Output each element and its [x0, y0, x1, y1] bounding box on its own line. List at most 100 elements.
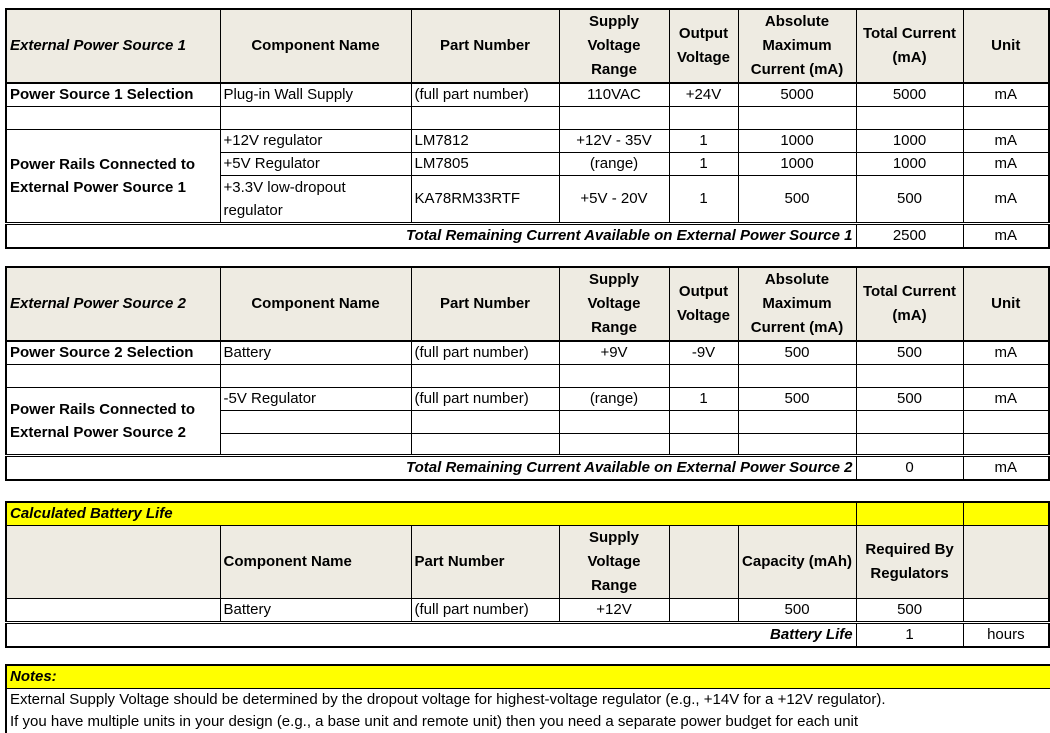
- col-part: Part Number: [410, 525, 560, 599]
- cell-part[interactable]: (full part number): [410, 387, 560, 411]
- cell-absmax[interactable]: 1000: [737, 152, 857, 176]
- col-supply: Supply Voltage Range: [558, 525, 670, 599]
- row-label: Power Source 1 Selection: [5, 82, 221, 107]
- cell-supply[interactable]: +12V: [558, 598, 670, 623]
- cell-total[interactable]: 500: [855, 387, 964, 411]
- cell-total[interactable]: 1000: [855, 129, 964, 153]
- note-line: If you have multiple units in your desig…: [10, 713, 859, 730]
- col-output: Output Voltage: [668, 266, 739, 342]
- cell-part[interactable]: (full part number): [410, 82, 560, 107]
- col-total: Total Current (mA): [855, 266, 964, 342]
- col-total: Total Current (mA): [855, 8, 964, 84]
- battery-life-unit[interactable]: hours: [962, 621, 1050, 648]
- remaining-value[interactable]: 0: [855, 454, 964, 481]
- table-row: Power Rails Connected to External Power …: [5, 129, 1050, 224]
- cell-component[interactable]: Battery: [219, 598, 412, 623]
- col-component: Component Name: [219, 266, 412, 342]
- table-row: Power Rails Connected to External Power …: [5, 387, 1050, 456]
- cell-absmax[interactable]: 5000: [737, 82, 857, 107]
- col-unit: Unit: [962, 8, 1050, 84]
- table-row: +3.3V low-dropout regulator KA78RM33RTF …: [6, 175, 1050, 224]
- table-row: Battery (full part number) +12V 500 500: [5, 598, 1050, 623]
- cell-absmax[interactable]: 500: [737, 175, 857, 224]
- cell-supply[interactable]: +5V - 20V: [558, 175, 670, 224]
- cell-component[interactable]: Plug-in Wall Supply: [219, 82, 412, 107]
- remaining-unit[interactable]: mA: [962, 222, 1050, 249]
- cell-supply[interactable]: 110VAC: [558, 82, 670, 107]
- col-part: Part Number: [410, 8, 560, 84]
- col-unit: Unit: [962, 266, 1050, 342]
- cell-component[interactable]: +3.3V low-dropout regulator: [219, 175, 412, 224]
- cell-total[interactable]: 1000: [855, 152, 964, 176]
- cell-supply[interactable]: (range): [558, 152, 670, 176]
- cell-part[interactable]: LM7812: [410, 129, 560, 153]
- notes-title: Notes:: [7, 666, 1050, 689]
- selection-row: Power Source 2 Selection Battery (full p…: [5, 340, 1050, 365]
- header-row: External Power Source 1 Component Name P…: [5, 8, 1050, 84]
- total-row: Total Remaining Current Available on Ext…: [5, 454, 1050, 481]
- notes-section: Notes: External Supply Voltage should be…: [5, 664, 1050, 733]
- col-required: Required By Regulators: [855, 525, 964, 599]
- cell-unit[interactable]: mA: [962, 152, 1050, 176]
- cell-absmax[interactable]: 500: [737, 387, 857, 411]
- row-label: Power Rails Connected to External Power …: [5, 387, 221, 456]
- row-label: Power Source 2 Selection: [5, 340, 221, 365]
- section-title: External Power Source 1: [5, 8, 221, 84]
- cell-part[interactable]: KA78RM33RTF: [410, 175, 560, 224]
- cell-absmax[interactable]: 500: [737, 340, 857, 365]
- cell-output[interactable]: 1: [668, 387, 739, 411]
- cell-output[interactable]: 1: [668, 152, 739, 176]
- cell-total[interactable]: 500: [855, 175, 964, 224]
- cell-supply[interactable]: +9V: [558, 340, 670, 365]
- cell-unit[interactable]: mA: [962, 175, 1050, 224]
- power-source-2-table: External Power Source 2 Component Name P…: [5, 266, 1050, 481]
- note-line: External Supply Voltage should be determ…: [10, 691, 886, 708]
- cell-component[interactable]: +12V regulator: [219, 129, 412, 153]
- col-supply: Supply Voltage Range: [558, 266, 670, 342]
- cell-part[interactable]: (full part number): [410, 340, 560, 365]
- battery-title-row: Calculated Battery Life: [5, 501, 1050, 526]
- col-component: Component Name: [219, 8, 412, 84]
- empty-row: [5, 106, 1050, 130]
- cell-absmax[interactable]: 1000: [737, 129, 857, 153]
- col-absmax: Absolute Maximum Current (mA): [737, 266, 857, 342]
- battery-life-table: Calculated Battery Life Component Name P…: [5, 501, 1050, 648]
- remaining-value[interactable]: 2500: [855, 222, 964, 249]
- cell-supply[interactable]: (range): [558, 387, 670, 411]
- cell-capacity[interactable]: 500: [737, 598, 857, 623]
- cell-output[interactable]: 1: [668, 129, 739, 153]
- cell-part[interactable]: LM7805: [410, 152, 560, 176]
- header-row: External Power Source 2 Component Name P…: [5, 266, 1050, 342]
- battery-life-value[interactable]: 1: [855, 621, 964, 648]
- cell-component[interactable]: Battery: [219, 340, 412, 365]
- header-row: Component Name Part Number Supply Voltag…: [5, 525, 1050, 599]
- power-source-1-table: External Power Source 1 Component Name P…: [5, 8, 1050, 249]
- col-supply: Supply Voltage Range: [558, 8, 670, 84]
- cell-output[interactable]: 1: [668, 175, 739, 224]
- remaining-unit[interactable]: mA: [962, 454, 1050, 481]
- cell-output[interactable]: +24V: [668, 82, 739, 107]
- table-row: +5V Regulator LM7805 (range) 1 1000 1000…: [6, 152, 1050, 176]
- empty-row: [5, 364, 1050, 388]
- cell-unit[interactable]: mA: [962, 387, 1050, 411]
- col-component: Component Name: [219, 525, 412, 599]
- cell-total[interactable]: 500: [855, 340, 964, 365]
- cell-unit[interactable]: mA: [962, 340, 1050, 365]
- cell-component[interactable]: -5V Regulator: [219, 387, 412, 411]
- total-row: Total Remaining Current Available on Ext…: [5, 222, 1050, 249]
- cell-part[interactable]: (full part number): [410, 598, 560, 623]
- cell-component[interactable]: +5V Regulator: [219, 152, 412, 176]
- cell-unit[interactable]: mA: [962, 129, 1050, 153]
- cell-required[interactable]: 500: [855, 598, 964, 623]
- cell-unit[interactable]: mA: [962, 82, 1050, 107]
- cell-total[interactable]: 5000: [855, 82, 964, 107]
- section-title: Calculated Battery Life: [5, 501, 857, 526]
- cell-supply[interactable]: +12V - 35V: [558, 129, 670, 153]
- col-output: Output Voltage: [668, 8, 739, 84]
- col-capacity: Capacity (mAh): [737, 525, 857, 599]
- remaining-label: Total Remaining Current Available on Ext…: [5, 222, 857, 249]
- total-row: Battery Life 1 hours: [5, 621, 1050, 648]
- col-absmax: Absolute Maximum Current (mA): [737, 8, 857, 84]
- remaining-label: Total Remaining Current Available on Ext…: [5, 454, 857, 481]
- cell-output[interactable]: -9V: [668, 340, 739, 365]
